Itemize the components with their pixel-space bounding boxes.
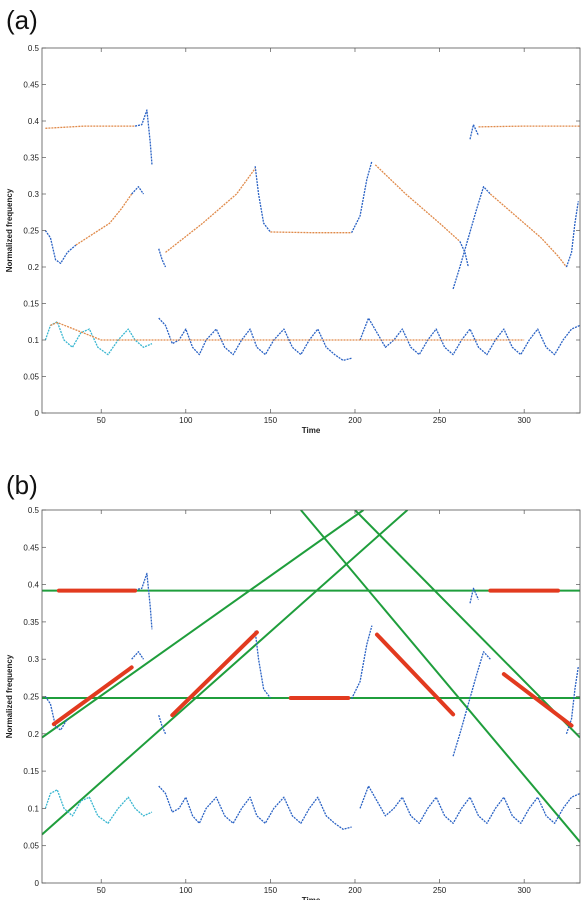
x-tick-label: 300 bbox=[517, 886, 531, 895]
x-tick-label: 250 bbox=[433, 886, 447, 895]
track-series-0 bbox=[44, 230, 77, 265]
y-tick-label: 0.1 bbox=[28, 336, 40, 345]
track-series-18 bbox=[158, 317, 352, 362]
y-tick-label: 0.1 bbox=[28, 804, 40, 813]
y-tick-label: 0.05 bbox=[23, 842, 39, 851]
x-tick-label: 200 bbox=[348, 886, 362, 895]
track-series-12 bbox=[452, 186, 491, 290]
panel-label-a: (a) bbox=[6, 5, 38, 35]
track-series-2 bbox=[131, 186, 145, 195]
track-series-11 bbox=[359, 785, 580, 824]
y-axis-title: Normalized frequency bbox=[5, 654, 14, 738]
y-tick-label: 0.2 bbox=[28, 730, 40, 739]
plot-frame bbox=[41, 47, 581, 414]
y-tick-label: 0.25 bbox=[23, 693, 39, 702]
track-series-14 bbox=[565, 201, 579, 268]
track-series-4 bbox=[134, 109, 153, 165]
track-series-6 bbox=[165, 168, 256, 253]
y-tick-label: 0.35 bbox=[23, 618, 39, 627]
track-series-9 bbox=[44, 789, 153, 824]
x-tick-label: 50 bbox=[97, 886, 106, 895]
y-tick-label: 0.35 bbox=[23, 154, 39, 163]
y-tick-label: 0.2 bbox=[28, 263, 40, 272]
track-series-10 bbox=[374, 164, 461, 242]
y-tick-label: 0.45 bbox=[23, 543, 39, 552]
y-tick-label: 0.5 bbox=[28, 44, 40, 53]
y-tick-label: 0.3 bbox=[28, 190, 40, 199]
track-series-7 bbox=[469, 587, 480, 604]
y-tick-label: 0.25 bbox=[23, 227, 39, 236]
track-series-16 bbox=[478, 125, 580, 128]
ref-line-3 bbox=[42, 510, 365, 739]
y-tick-label: 0.05 bbox=[23, 373, 39, 382]
y-tick-label: 0 bbox=[35, 409, 40, 418]
track-series-0 bbox=[44, 696, 68, 731]
ref-line-4 bbox=[300, 510, 580, 843]
track-series-3 bbox=[158, 714, 167, 735]
y-tick-label: 0.4 bbox=[28, 117, 40, 126]
track-series-6 bbox=[452, 651, 491, 757]
track-series-10 bbox=[158, 785, 352, 830]
ref-line-2 bbox=[42, 510, 409, 836]
x-tick-label: 100 bbox=[179, 416, 193, 425]
x-tick-label: 250 bbox=[433, 416, 447, 425]
y-tick-label: 0.15 bbox=[23, 300, 39, 309]
y-tick-label: 0.45 bbox=[23, 81, 39, 90]
ref-line-5 bbox=[354, 510, 580, 739]
x-tick-label: 100 bbox=[179, 886, 193, 895]
panel-label-b: (b) bbox=[6, 470, 38, 500]
track-series-7 bbox=[254, 166, 271, 233]
track-series-11 bbox=[459, 241, 469, 268]
track-series-1 bbox=[131, 651, 145, 660]
track-series-13 bbox=[489, 193, 567, 268]
track-series-2 bbox=[134, 572, 153, 630]
track-series-19 bbox=[359, 317, 580, 356]
y-axis-title: Normalized frequency bbox=[5, 188, 14, 272]
fit-segment-5 bbox=[374, 632, 456, 717]
fit-segment-6 bbox=[501, 672, 574, 728]
y-tick-label: 0.15 bbox=[23, 767, 39, 776]
track-series-9 bbox=[351, 160, 373, 233]
track-series-5 bbox=[351, 625, 373, 700]
track-series-3 bbox=[45, 125, 136, 129]
y-tick-label: 0.5 bbox=[28, 506, 40, 515]
track-series-20 bbox=[50, 321, 525, 341]
plot-area bbox=[44, 109, 580, 362]
plot-area bbox=[42, 510, 580, 843]
track-series-17 bbox=[44, 321, 153, 356]
y-tick-label: 0.3 bbox=[28, 655, 40, 664]
y-tick-label: 0 bbox=[35, 879, 40, 888]
x-tick-label: 200 bbox=[348, 416, 362, 425]
x-axis-title: Time bbox=[302, 896, 321, 900]
track-series-4 bbox=[254, 630, 271, 699]
fit-segment-2 bbox=[51, 665, 134, 727]
track-series-5 bbox=[158, 248, 167, 268]
x-tick-label: 150 bbox=[264, 886, 278, 895]
fit-segment-3 bbox=[170, 630, 259, 718]
x-tick-label: 50 bbox=[97, 416, 106, 425]
chart-panel-a: 50 100 150 200 250 300 0 0.05 0.1 0.15 0.2 0.25 0.3 0… bbox=[5, 44, 581, 435]
x-axis-title: Time bbox=[302, 426, 321, 435]
track-series-15 bbox=[469, 124, 480, 140]
track-series-8 bbox=[565, 666, 579, 735]
x-tick-label: 300 bbox=[517, 416, 531, 425]
track-series-1 bbox=[75, 193, 133, 246]
x-tick-label: 150 bbox=[264, 416, 278, 425]
y-tick-label: 0.4 bbox=[28, 581, 40, 590]
track-series-8 bbox=[270, 231, 352, 234]
chart-panel-b: 50 100 150 200 250 300 0 0.05 0.1 0.15 0.2 0.25 0.3 0… bbox=[5, 506, 581, 900]
